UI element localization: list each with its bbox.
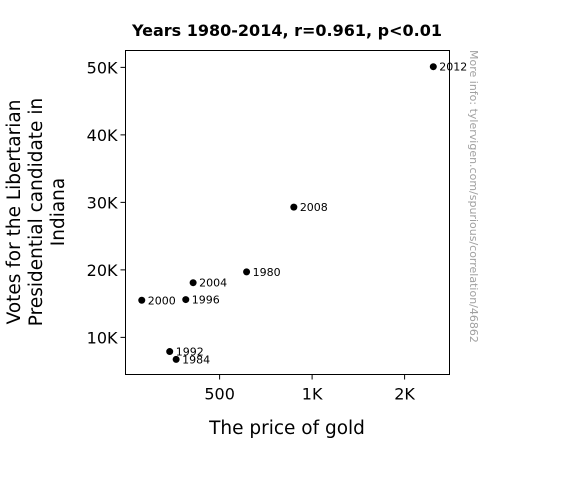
- y-axis-label-text: Votes for the LibertarianPresidential ca…: [4, 98, 69, 326]
- data-point-1980: [243, 268, 251, 276]
- point-label-2000: 2000: [148, 294, 176, 307]
- y-tick-label: 20K: [87, 261, 118, 280]
- point-label-2008: 2008: [300, 201, 328, 214]
- data-point-2008: [290, 203, 298, 211]
- point-label-1984: 1984: [182, 353, 210, 366]
- point-label-1992: 1992: [176, 346, 204, 359]
- x-axis: 500 1K 2K: [204, 374, 415, 404]
- y-tick-label: 50K: [87, 58, 118, 77]
- data-point-2004: [189, 279, 197, 287]
- y-tick-label: 10K: [87, 328, 118, 347]
- y-axis-label-line: Indiana: [48, 178, 69, 246]
- x-tick-label: 2K: [394, 385, 415, 404]
- y-axis: 10K 20K 30K 40K 50K: [87, 58, 126, 347]
- data-point-1996: [182, 296, 190, 304]
- x-tick-label: 1K: [302, 385, 323, 404]
- data-point-2012: [429, 63, 437, 71]
- point-label-1996: 1996: [192, 294, 220, 307]
- watermark-text: More info: tylervigen.com/spurious/corre…: [467, 50, 480, 343]
- data-point-1992: [166, 348, 174, 356]
- data-point-2000: [138, 296, 146, 304]
- y-axis-label: Votes for the LibertarianPresidential ca…: [4, 98, 69, 326]
- y-axis-label-line: Votes for the Libertarian: [4, 100, 25, 325]
- y-tick-label: 40K: [87, 126, 118, 145]
- point-label-2012: 2012: [439, 61, 467, 74]
- x-tick-label: 500: [204, 385, 235, 404]
- y-tick-label: 30K: [87, 193, 118, 212]
- y-axis-label-line: Presidential candidate in: [26, 98, 47, 326]
- data-point-1984: [172, 355, 180, 363]
- x-axis-label: The price of gold: [208, 418, 365, 439]
- plot-frame: [125, 50, 450, 375]
- point-label-1980: 1980: [253, 266, 281, 279]
- point-label-2004: 2004: [199, 277, 227, 290]
- chart-title: Years 1980-2014, r=0.961, p<0.01: [131, 21, 442, 40]
